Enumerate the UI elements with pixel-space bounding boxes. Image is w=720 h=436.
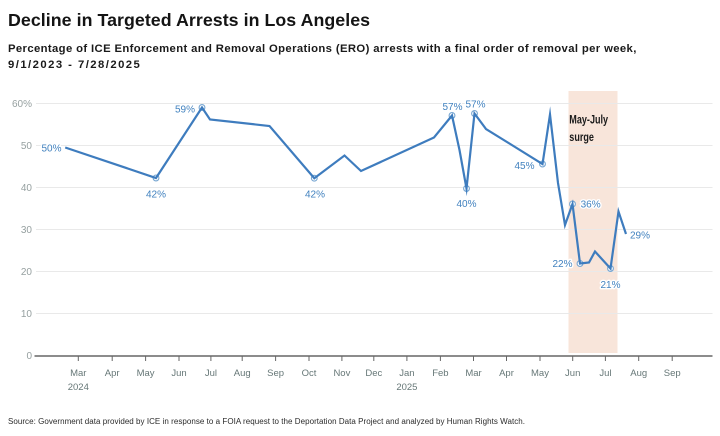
svg-text:May: May	[137, 368, 155, 379]
svg-text:36%: 36%	[581, 200, 601, 211]
svg-text:20: 20	[21, 267, 33, 278]
svg-text:59%: 59%	[175, 105, 195, 116]
svg-text:Apr: Apr	[499, 368, 514, 379]
svg-text:Jan: Jan	[399, 368, 414, 379]
svg-text:50: 50	[21, 141, 33, 152]
svg-text:Dec: Dec	[365, 368, 382, 379]
svg-text:Sep: Sep	[664, 368, 681, 379]
svg-text:Nov: Nov	[333, 368, 350, 379]
svg-text:21%: 21%	[600, 280, 620, 291]
svg-text:Jul: Jul	[599, 368, 611, 379]
svg-text:45%: 45%	[514, 161, 534, 172]
svg-text:22%: 22%	[552, 259, 572, 270]
svg-text:60%: 60%	[12, 99, 32, 110]
svg-text:Oct: Oct	[302, 368, 317, 379]
svg-text:May: May	[531, 368, 549, 379]
svg-text:Mar: Mar	[70, 368, 86, 379]
svg-text:42%: 42%	[305, 190, 325, 201]
svg-text:40: 40	[21, 183, 33, 194]
svg-text:29%: 29%	[630, 231, 650, 242]
svg-text:Sep: Sep	[267, 368, 284, 379]
svg-text:Feb: Feb	[432, 368, 448, 379]
svg-text:10: 10	[21, 309, 33, 320]
svg-text:42%: 42%	[146, 190, 166, 201]
svg-text:Aug: Aug	[234, 368, 251, 379]
svg-text:30: 30	[21, 225, 33, 236]
svg-text:Jul: Jul	[205, 368, 217, 379]
svg-text:Jun: Jun	[171, 368, 186, 379]
svg-text:57%: 57%	[465, 100, 485, 111]
svg-text:50%: 50%	[41, 144, 61, 155]
svg-text:0: 0	[26, 351, 32, 362]
svg-text:Jun: Jun	[565, 368, 580, 379]
svg-text:surge: surge	[569, 130, 594, 144]
svg-text:Aug: Aug	[630, 368, 647, 379]
svg-text:2025: 2025	[396, 382, 417, 393]
svg-text:Mar: Mar	[465, 368, 481, 379]
svg-text:2024: 2024	[68, 382, 89, 393]
svg-text:Apr: Apr	[105, 368, 120, 379]
svg-text:57%: 57%	[442, 102, 462, 113]
svg-text:40%: 40%	[456, 199, 476, 210]
svg-text:May-July: May-July	[569, 113, 608, 127]
